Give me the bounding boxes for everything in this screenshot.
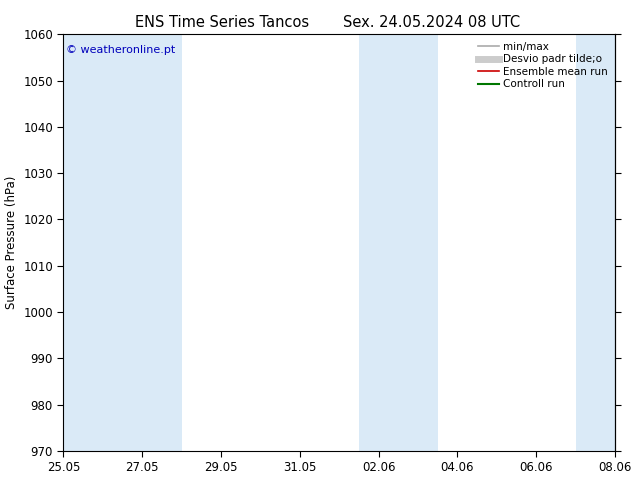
Text: Sex. 24.05.2024 08 UTC: Sex. 24.05.2024 08 UTC [342, 15, 520, 30]
Text: ENS Time Series Tancos: ENS Time Series Tancos [135, 15, 309, 30]
Bar [576, 34, 615, 451]
Bar [398, 34, 437, 451]
Bar [122, 34, 181, 451]
Bar [63, 34, 122, 451]
Legend: min/max, Desvio padr tilde;o, Ensemble mean run, Controll run: min/max, Desvio padr tilde;o, Ensemble m… [476, 40, 610, 92]
Bar [359, 34, 398, 451]
Text: © weatheronline.pt: © weatheronline.pt [66, 45, 176, 55]
Y-axis label: Surface Pressure (hPa): Surface Pressure (hPa) [4, 176, 18, 309]
